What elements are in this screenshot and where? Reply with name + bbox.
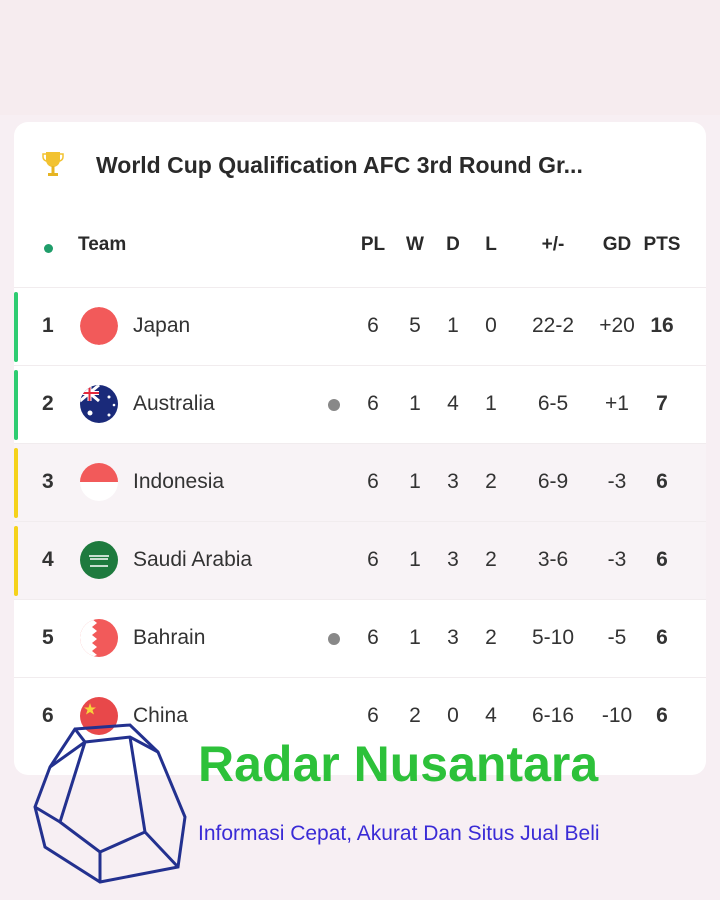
cell-pts: 6 [656,626,668,649]
watermark-tagline: Informasi Cepat, Akurat Dan Situs Jual B… [198,822,600,845]
cell-w: 1 [409,392,421,415]
cell-gd: +20 [599,314,635,337]
cell-d: 1 [447,314,459,337]
flag-icon [80,541,118,579]
cell-pl: 6 [367,626,379,649]
status-dot [328,633,340,645]
team-name[interactable]: Saudi Arabia [133,548,253,571]
rank: 5 [42,626,54,649]
cell-w: 1 [409,470,421,493]
standings-card: World Cup Qualification AFC 3rd Round Gr… [14,122,706,775]
table-header: Team PL W D L +/- GD PTS [14,234,706,264]
cell-l: 0 [485,314,497,337]
status-dot [328,399,340,411]
cell-w: 2 [409,704,421,727]
col-pl: PL [360,234,386,255]
cell-d: 3 [447,548,459,571]
team-name[interactable]: Japan [133,314,191,337]
cell-l: 2 [485,548,497,571]
col-d: D [446,234,460,255]
cell-pl: 6 [367,392,379,415]
rank: 1 [42,314,54,337]
cell-pts: 16 [650,314,674,337]
cell-goals: 5-10 [531,626,575,649]
table-row[interactable]: 2 Australia 6 1 4 1 6-5 +1 7 [14,365,706,443]
cell-pts: 7 [656,392,668,415]
cell-pl: 6 [367,704,379,727]
flag-icon [80,463,118,501]
cell-gd: -3 [607,548,627,571]
cell-gd: -3 [607,470,627,493]
cell-l: 2 [485,470,497,493]
cell-d: 3 [447,626,459,649]
cell-pl: 6 [367,470,379,493]
cell-d: 0 [447,704,459,727]
cell-w: 1 [409,626,421,649]
cell-l: 1 [485,392,497,415]
cell-pl: 6 [367,548,379,571]
team-name[interactable]: Australia [133,392,215,415]
cell-w: 1 [409,548,421,571]
col-team: Team [78,234,127,255]
cell-gd: -10 [601,704,633,727]
cell-goals: 3-6 [537,548,569,571]
flag-icon [80,619,118,657]
cell-pts: 6 [656,704,668,727]
trophy-icon [42,152,64,176]
watermark-brand: Radar Nusantara [198,736,599,792]
cell-pts: 6 [656,548,668,571]
flag-icon [80,385,118,423]
cell-l: 2 [485,626,497,649]
col-l: L [485,234,497,255]
table-row[interactable]: 5 Bahrain 6 1 3 2 5-10 -5 6 [14,599,706,677]
competition-title[interactable]: World Cup Qualification AFC 3rd Round Gr… [96,152,583,178]
top-band [0,0,720,115]
team-name[interactable]: China [133,704,188,727]
cell-goals: 6-9 [537,470,569,493]
cell-goals: 6-5 [537,392,569,415]
col-gd: GD [602,234,632,255]
cell-l: 4 [485,704,497,727]
rank: 3 [42,470,54,493]
col-pts: PTS [643,234,681,255]
zone-indicator [14,526,18,596]
rank: 6 [42,704,54,727]
cell-goals: 22-2 [531,314,575,337]
zone-indicator [14,448,18,518]
cell-gd: -5 [607,626,627,649]
rank: 2 [42,392,54,415]
zone-indicator [14,370,18,440]
cell-pts: 6 [656,470,668,493]
table-row[interactable]: 1 Japan 6 5 1 0 22-2 +20 16 [14,287,706,365]
cell-gd: +1 [605,392,629,415]
col-w: W [406,234,424,255]
table-row[interactable]: 6 China 6 2 0 4 6-16 -10 6 [14,677,706,755]
cell-pl: 6 [367,314,379,337]
table-row[interactable]: 4 Saudi Arabia 6 1 3 2 3-6 -3 6 [14,521,706,599]
team-name[interactable]: Indonesia [133,470,225,493]
rank: 4 [42,548,54,571]
cell-d: 3 [447,470,459,493]
table-row[interactable]: 3 Indonesia 6 1 3 2 6-9 -3 6 [14,443,706,521]
team-name[interactable]: Bahrain [133,626,206,649]
watermark-logo-icon [33,723,187,884]
zone-indicator [14,292,18,362]
cell-goals: 6-16 [531,704,575,727]
cell-d: 4 [447,392,459,415]
header-dot [44,244,53,253]
col-goals: +/- [541,234,565,255]
cell-w: 5 [409,314,421,337]
flag-icon [80,307,118,345]
